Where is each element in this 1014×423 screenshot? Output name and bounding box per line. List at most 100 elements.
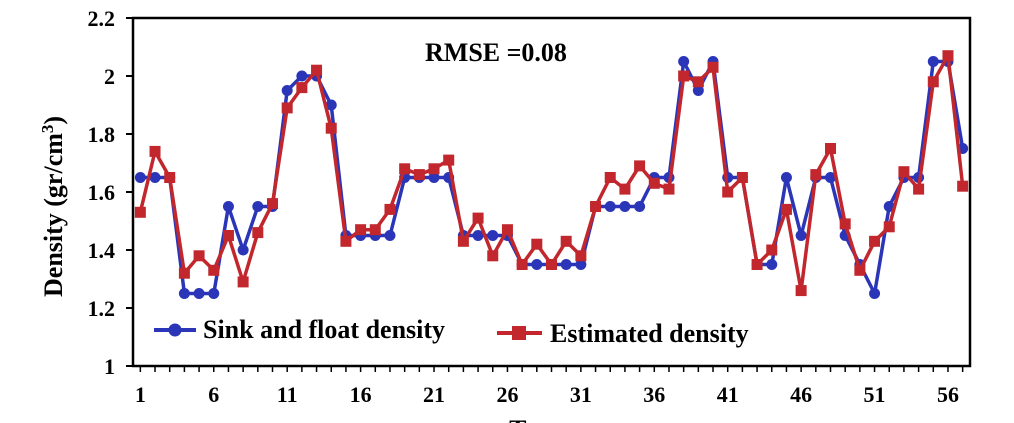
point-s1-24 <box>487 250 499 262</box>
point-s1-49 <box>854 264 866 276</box>
point-s1-31 <box>590 201 602 212</box>
point-s1-54 <box>927 76 939 88</box>
point-s1-19 <box>413 169 425 181</box>
point-s1-20 <box>428 163 440 175</box>
point-s1-0 <box>134 206 146 218</box>
legend-item-sink-and-float: Sink and float density <box>154 315 445 344</box>
point-s1-40 <box>722 186 734 198</box>
point-s1-7 <box>237 276 249 288</box>
x-tick-label-10: 51 <box>864 382 886 407</box>
point-s1-26 <box>516 259 528 270</box>
point-s1-27 <box>531 238 543 250</box>
point-s1-10 <box>281 102 293 114</box>
point-s0-20 <box>428 172 440 183</box>
y-tick-label-4: 1.8 <box>88 122 116 147</box>
point-s1-53 <box>913 183 925 195</box>
point-s0-10 <box>281 85 293 96</box>
point-s1-55 <box>942 50 954 62</box>
point-s1-16 <box>369 224 381 236</box>
rmse-annotation: RMSE =0.08 <box>425 38 567 67</box>
point-s1-8 <box>252 227 264 239</box>
legend-label-sink-and-float: Sink and float density <box>203 315 445 344</box>
point-s1-22 <box>457 235 469 247</box>
series-layer <box>134 50 969 299</box>
point-s1-43 <box>766 244 778 256</box>
y-axis-title-sup: 3 <box>38 125 57 134</box>
point-s1-42 <box>751 259 763 270</box>
point-s1-47 <box>825 143 836 154</box>
point-s1-37 <box>678 70 690 82</box>
point-s0-8 <box>252 201 264 212</box>
point-s1-28 <box>546 259 557 270</box>
point-s1-56 <box>957 180 969 192</box>
point-s0-4 <box>193 288 205 299</box>
x-tick-label-7: 36 <box>643 382 665 407</box>
point-s1-41 <box>736 172 748 183</box>
series-line-0 <box>140 59 965 296</box>
point-s1-25 <box>501 224 513 236</box>
point-s1-12 <box>311 64 323 76</box>
point-s0-51 <box>883 201 895 212</box>
point-s1-48 <box>839 218 851 230</box>
y-axis-ticks: 1 1.2 1.4 1.6 1.8 2 2.2 <box>88 6 133 379</box>
x-axis-title: Test no. <box>509 415 595 423</box>
y-tick-label-3: 1.6 <box>88 180 116 205</box>
legend-item-estimated: Estimated density <box>497 319 749 348</box>
point-s0-17 <box>384 230 396 241</box>
point-s1-44 <box>780 203 792 215</box>
y-axis-title-main: Density (gr/cm <box>39 133 68 297</box>
point-s0-43 <box>766 259 778 270</box>
point-s0-47 <box>825 172 836 183</box>
point-s1-51 <box>883 221 895 233</box>
point-s1-46 <box>810 169 822 181</box>
x-tick-label-2: 11 <box>277 382 298 407</box>
point-s0-23 <box>472 230 484 241</box>
point-s1-52 <box>898 166 910 178</box>
point-s1-39 <box>707 61 719 73</box>
series-line-1 <box>138 53 965 293</box>
point-s0-34 <box>634 201 646 212</box>
point-s1-11 <box>296 82 308 94</box>
point-s0-29 <box>560 259 572 270</box>
point-s1-15 <box>355 224 367 236</box>
point-s0-24 <box>487 230 499 241</box>
point-s1-38 <box>692 76 704 88</box>
point-s0-1 <box>149 172 161 183</box>
point-s1-45 <box>795 285 807 297</box>
point-s0-32 <box>604 201 616 212</box>
point-s1-13 <box>325 122 337 134</box>
legend-marker-estimated <box>512 326 526 340</box>
point-s0-5 <box>208 288 220 299</box>
point-s0-27 <box>531 259 543 270</box>
point-s0-11 <box>296 70 308 82</box>
point-s1-30 <box>575 250 587 262</box>
point-s1-17 <box>384 203 396 215</box>
point-s1-34 <box>634 160 646 172</box>
y-tick-label-5: 2 <box>104 64 115 89</box>
point-s0-38 <box>692 85 704 96</box>
point-s1-29 <box>560 235 572 247</box>
legend: Sink and float density Estimated density <box>154 315 749 348</box>
point-s1-3 <box>178 267 190 279</box>
x-axis-ticks: 1 6 11 16 21 26 31 36 41 46 51 56 <box>135 366 964 407</box>
point-s1-18 <box>399 163 411 175</box>
point-s1-1 <box>149 145 161 157</box>
x-tick-label-3: 16 <box>350 382 372 407</box>
y-axis-title-close: ) <box>39 116 68 125</box>
point-s0-7 <box>237 244 249 256</box>
plot-area-frame <box>131 16 972 368</box>
point-s0-3 <box>178 288 190 299</box>
point-s1-2 <box>164 172 176 183</box>
y-tick-label-1: 1.2 <box>88 296 116 321</box>
y-tick-label-2: 1.4 <box>88 238 116 263</box>
point-s1-4 <box>193 250 205 262</box>
point-s1-35 <box>648 177 660 189</box>
point-s0-37 <box>678 56 690 67</box>
x-tick-label-9: 46 <box>790 382 812 407</box>
point-s1-32 <box>604 172 616 183</box>
point-s1-21 <box>443 154 455 166</box>
series-1 <box>134 50 969 297</box>
x-tick-label-1: 6 <box>208 382 219 407</box>
point-s0-54 <box>927 56 939 67</box>
